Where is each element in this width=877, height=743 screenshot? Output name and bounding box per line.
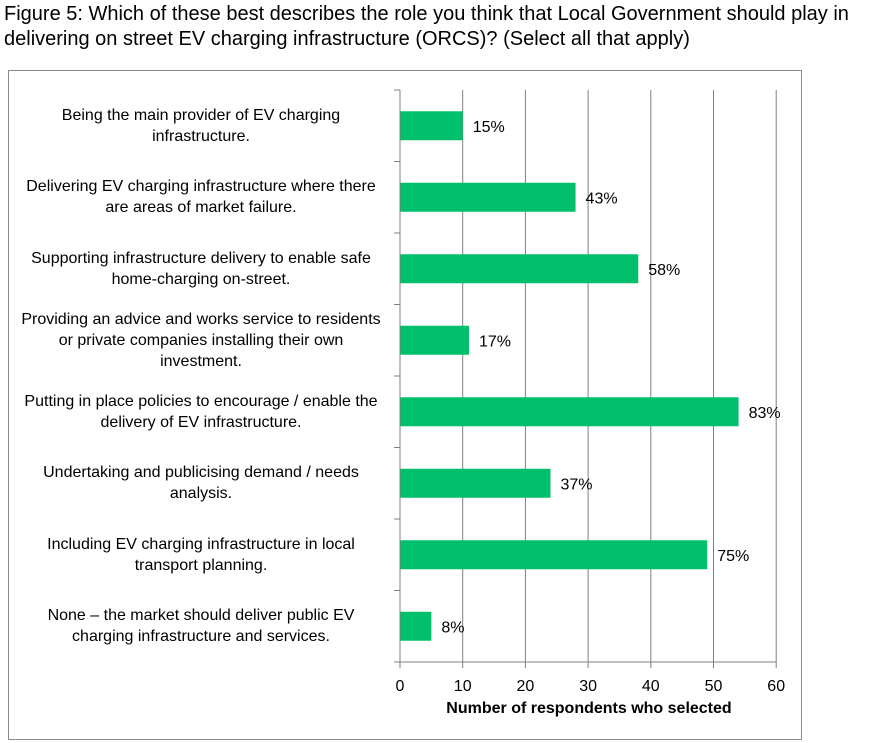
- gridlines: [462, 90, 777, 662]
- data-label: 17%: [479, 333, 511, 350]
- data-label: 58%: [648, 262, 680, 279]
- category-label: Including EV charging infrastructure in …: [47, 535, 355, 574]
- figure-title: Figure 5: Which of these best describes …: [4, 3, 849, 50]
- bar: [400, 397, 739, 427]
- category-label: Undertaking and publicising demand / nee…: [43, 464, 359, 503]
- data-label: 43%: [586, 190, 618, 207]
- chart-frame: [8, 70, 802, 740]
- bar: [400, 540, 708, 570]
- x-tick-label: 10: [454, 678, 472, 695]
- x-tick-label: 20: [517, 678, 535, 695]
- bar: [400, 611, 432, 641]
- category-label: Supporting infrastructure delivery to en…: [31, 249, 371, 288]
- data-label: 83%: [749, 405, 781, 422]
- data-label: 8%: [441, 619, 464, 636]
- data-label: 37%: [560, 476, 592, 493]
- bar: [400, 254, 639, 284]
- x-tick-label: 60: [767, 678, 785, 695]
- x-tick-label: 30: [579, 678, 597, 695]
- category-label: Being the main provider of EV charging i…: [61, 106, 341, 145]
- tick-labels: 0 10 20 30 40 50 60: [396, 678, 786, 695]
- axes: [394, 89, 777, 668]
- bar: [400, 468, 551, 498]
- category-label: Providing an advice and works service to…: [21, 310, 381, 370]
- bar: [400, 325, 469, 355]
- category-label: Putting in place policies to encourage /…: [24, 392, 378, 431]
- bar: [400, 182, 576, 212]
- x-axis-title: Number of respondents who selected: [446, 700, 732, 717]
- x-tick-label: 50: [705, 678, 723, 695]
- data-label: 15%: [473, 119, 505, 136]
- x-tick-label: 0: [396, 678, 405, 695]
- category-label: Delivering EV charging infrastructure wh…: [26, 178, 376, 217]
- data-labels: 15% 43% 58% 17% 83% 37% 75% 8%: [441, 119, 780, 637]
- category-label: None – the market should deliver public …: [47, 607, 355, 646]
- x-tick-label: 40: [642, 678, 660, 695]
- bar: [400, 111, 463, 141]
- data-label: 75%: [717, 548, 749, 565]
- bars: [400, 111, 739, 641]
